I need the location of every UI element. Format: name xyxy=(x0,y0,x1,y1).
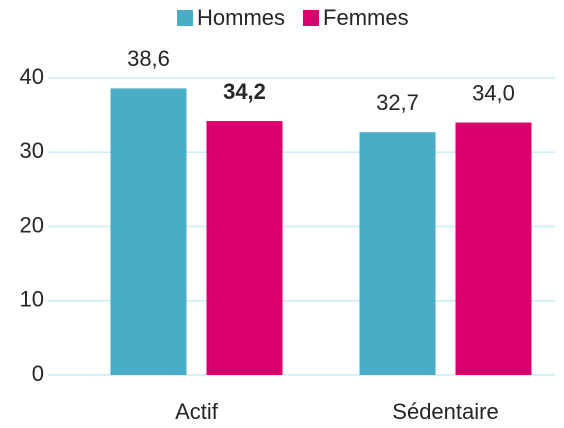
bar xyxy=(359,132,436,375)
y-tick-label: 20 xyxy=(20,212,44,237)
y-tick-label: 10 xyxy=(20,287,44,312)
value-label: 34,0 xyxy=(472,80,515,105)
y-tick-label: 0 xyxy=(32,361,44,386)
value-label: 38,6 xyxy=(127,46,170,71)
legend-swatch xyxy=(177,10,193,26)
bar xyxy=(206,121,283,375)
legend-swatch xyxy=(303,10,320,26)
y-tick-label: 30 xyxy=(20,138,44,163)
value-label: 34,2 xyxy=(223,79,266,104)
value-label: 32,7 xyxy=(376,90,419,115)
bar xyxy=(455,122,532,375)
x-tick-label: Sédentaire xyxy=(392,399,498,424)
legend-label: Femmes xyxy=(323,5,409,30)
bar xyxy=(110,88,187,376)
y-tick-label: 40 xyxy=(20,64,44,89)
legend-label: Hommes xyxy=(197,5,285,30)
x-tick-label: Actif xyxy=(175,399,219,424)
